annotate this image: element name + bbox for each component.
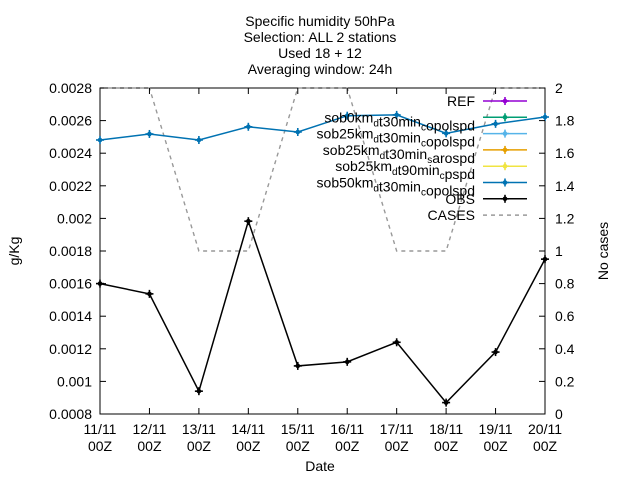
x-tick-label: 00Z [187, 438, 212, 454]
title-line: Specific humidity 50hPa [245, 13, 395, 29]
y2-tick-label: 1.8 [555, 113, 575, 129]
title-line: Selection: ALL 2 stations [244, 29, 397, 45]
legend-label: sob0kmdt30mincopolspd [324, 109, 475, 133]
y-axis-label: g/Kg [6, 237, 22, 266]
data-point-dot [295, 129, 301, 135]
y-tick-label: 0.002 [57, 210, 92, 226]
y-tick-label: 0.0026 [49, 113, 92, 129]
series [100, 87, 545, 252]
data-point-dot [493, 349, 498, 355]
x-tick-label: 11/11 [84, 421, 117, 437]
data-point-dot [394, 112, 399, 118]
x-tick-label: 19/11 [479, 421, 513, 437]
x-tick-label: 00Z [286, 438, 311, 454]
data-point-dot [502, 98, 508, 104]
data-point-dot [246, 124, 251, 130]
y-tick-label: 0.0016 [49, 276, 92, 292]
y-tick-label: 0.0022 [49, 178, 92, 194]
x-tick-label: 00Z [137, 438, 162, 454]
data-point-dot [344, 113, 350, 119]
x-tick-label: 00Z [236, 438, 261, 454]
x-tick-label: 17/11 [380, 421, 414, 437]
x-tick-label: 20/11 [528, 421, 562, 437]
legend-label: sob25kmdt30minsarospd [323, 142, 475, 166]
y2-tick-label: 1.2 [555, 210, 575, 226]
x-tick-label: 00Z [434, 438, 459, 454]
data-point-dot [502, 163, 508, 169]
legend: REFsob0kmdt30mincopolspdsob25kmdt30minco… [317, 93, 527, 223]
data-point-dot [502, 147, 508, 153]
y-tick-label: 0.0012 [49, 341, 92, 357]
series-lines [96, 87, 549, 407]
data-point-dot [502, 180, 508, 185]
x-tick-label: 14/11 [231, 421, 265, 437]
data-point-dot [493, 121, 498, 127]
data-point-dot [502, 196, 508, 202]
data-point-dot [502, 131, 508, 136]
y-tick-label: 0.001 [57, 373, 92, 389]
data-point-dot [97, 137, 103, 143]
y-tick-label: 0.0014 [49, 308, 92, 324]
y2-tick-label: 0 [555, 406, 563, 422]
title-line: Used 18 + 12 [278, 45, 362, 61]
data-point-dot [502, 115, 508, 120]
data-point-dot [196, 137, 202, 143]
data-point-dot [344, 359, 350, 365]
y2-tick-label: 0.4 [555, 341, 575, 357]
y-tick-label: 0.0028 [49, 80, 92, 96]
series [96, 110, 549, 144]
legend-label: REF [447, 93, 475, 109]
x-tick-label: 18/11 [429, 421, 463, 437]
data-point-dot [542, 114, 548, 120]
data-point-dot [443, 131, 449, 136]
y-tick-label: 0.0024 [49, 145, 92, 161]
series-line [100, 87, 545, 252]
y2-tick-label: 1 [555, 243, 563, 259]
y-tick-label: 0.0008 [49, 406, 92, 422]
y-axis-ticks: 0.0008 0.001 0.0012 0.0014 0.0016 0.0018 0.002… [49, 80, 106, 422]
y-tick-label: 0.0018 [49, 243, 92, 259]
x-tick-label: 00Z [533, 438, 558, 454]
legend-label: sob50kmdt30mincopolspd [317, 175, 475, 199]
data-point-dot [394, 339, 399, 345]
y2-tick-label: 0.8 [555, 276, 575, 292]
x-tick-label: 12/11 [132, 421, 166, 437]
y2-tick-label: 1.6 [555, 145, 575, 161]
x-tick-label: 00Z [385, 438, 410, 454]
series [96, 217, 549, 407]
data-point-dot [147, 131, 152, 137]
x-tick-label: 00Z [335, 438, 360, 454]
y2-tick-label: 0.6 [555, 308, 575, 324]
legend-label: sob25kmdt30mincopolspd [317, 126, 475, 150]
data-point-dot [196, 388, 202, 394]
series-line [99, 114, 546, 141]
y2-tick-label: 1.4 [555, 178, 575, 194]
data-point-dot [295, 363, 301, 369]
y2-axis-label: No cases [595, 222, 611, 280]
y2-tick-label: 2 [555, 80, 563, 96]
y2-tick-label: 0.2 [555, 373, 575, 389]
series-line [99, 218, 546, 404]
data-point-dot [246, 218, 251, 224]
legend-label: sob25kmdt90mincpspd [335, 158, 475, 182]
data-point-dot [542, 256, 548, 262]
x-tick-label: 15/11 [281, 421, 315, 437]
x-tick-label: 16/11 [330, 421, 364, 437]
legend-label: CASES [428, 207, 475, 223]
x-axis-ticks: 11/1100Z12/1100Z13/1100Z14/1100Z15/1100Z… [84, 88, 562, 454]
x-axis-label: Date [305, 458, 335, 474]
title-line: Averaging window: 24h [248, 61, 393, 77]
x-tick-label: 13/11 [182, 421, 216, 437]
y2-axis-ticks: 0 0.2 0.4 0.6 0.8 1 1.2 1.4 1.6 1.8 2 [539, 80, 575, 422]
x-tick-label: 00Z [483, 438, 508, 454]
data-point-dot [147, 291, 152, 297]
x-tick-label: 00Z [88, 438, 113, 454]
legend-label: OBS [445, 191, 475, 207]
data-point-dot [443, 400, 449, 405]
